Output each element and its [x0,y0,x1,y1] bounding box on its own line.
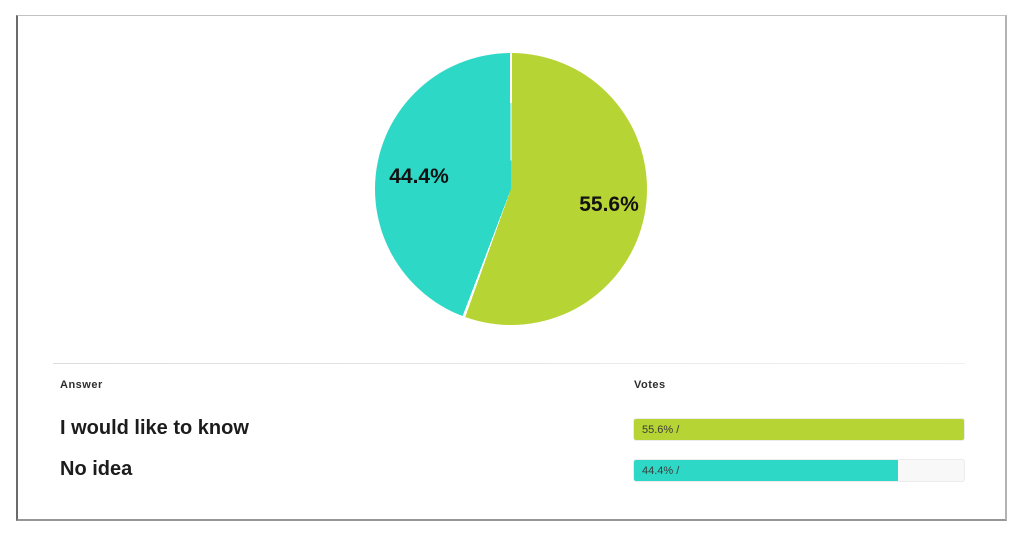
votes-bar-value: 44.4% / [642,464,680,477]
answer-row-label: No idea [60,458,133,480]
votes-bar-value: 55.6% / [642,423,680,436]
poll-results-panel: 44.4% 55.6% Answer Votes I would like to… [16,15,1007,521]
votes-bar-fill: 55.6% / [634,419,964,440]
pie-chart-area: 44.4% 55.6% [18,16,1005,366]
table-divider [53,363,965,364]
answer-row-label: I would like to know [60,417,249,439]
pie-slice-label-no-idea: 44.4% [389,165,449,188]
answer-column-header: Answer [60,379,103,391]
votes-bar-fill: 44.4% / [634,460,898,481]
votes-column-header: Votes [634,379,666,391]
votes-bar: 44.4% / [633,459,965,482]
pie-slice-label-would-like-to-know: 55.6% [579,193,639,216]
pie-chart [375,53,647,325]
votes-bar: 55.6% / [633,418,965,441]
